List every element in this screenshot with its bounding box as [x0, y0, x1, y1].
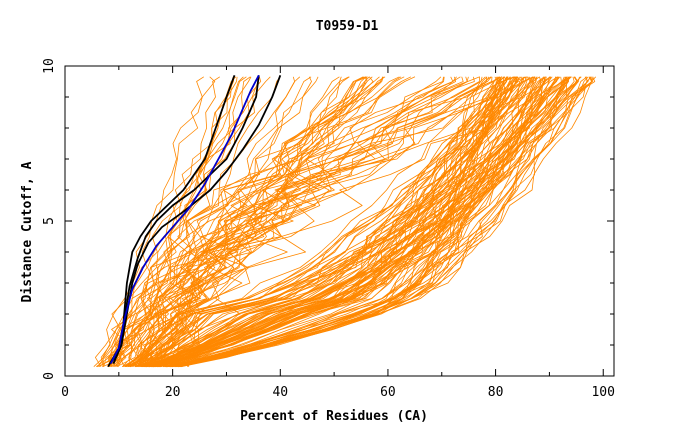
model-line: [148, 76, 591, 368]
model-line: [128, 76, 507, 368]
model-line: [129, 76, 534, 368]
model-line: [136, 76, 464, 368]
model-line: [141, 76, 312, 367]
model-line: [145, 76, 582, 368]
x-axis: 0 20 40 60 80 100: [61, 66, 615, 400]
model-line: [148, 76, 445, 367]
model-line: [172, 76, 592, 368]
model-line: [145, 76, 492, 367]
model-line: [145, 76, 519, 368]
model-line: [142, 76, 578, 368]
bulk-series-lines: [93, 76, 596, 368]
model-line: [165, 76, 517, 368]
model-line: [165, 76, 557, 368]
model-line: [180, 76, 528, 368]
model-line: [151, 76, 562, 368]
model-line: [128, 76, 454, 367]
model-line: [178, 76, 525, 368]
x-axis-label: Percent of Residues (CA): [240, 409, 428, 424]
x-tick-label: 20: [165, 385, 181, 400]
model-line: [125, 76, 492, 368]
model-line: [113, 76, 386, 367]
highlight-line-4: [110, 74, 260, 365]
model-line: [137, 76, 442, 367]
model-line: [127, 76, 565, 368]
model-line: [124, 76, 516, 368]
x-tick-label: 80: [488, 385, 504, 400]
model-line: [139, 76, 368, 367]
model-line: [136, 76, 505, 368]
chart-title: T0959-D1: [316, 19, 379, 34]
y-tick-label: 0: [42, 372, 57, 380]
x-tick-label: 0: [61, 385, 69, 400]
model-line: [143, 76, 512, 368]
model-line: [127, 76, 536, 368]
model-line: [112, 76, 252, 367]
model-line: [154, 76, 538, 368]
y-tick-label: 5: [42, 217, 57, 225]
y-axis-label: Distance Cutoff, A: [20, 161, 35, 302]
model-line: [154, 76, 553, 367]
highlight-series-lines: [107, 74, 282, 368]
model-line: [152, 76, 519, 368]
model-line: [139, 76, 534, 368]
x-tick-label: 100: [591, 385, 614, 400]
model-line: [143, 76, 515, 368]
model-line: [145, 76, 519, 368]
y-axis: 0 5 10: [42, 58, 614, 380]
model-line: [156, 76, 570, 368]
model-line: [158, 76, 578, 368]
model-line: [176, 76, 370, 367]
model-line: [155, 76, 578, 368]
model-line: [125, 76, 488, 368]
y-tick-label: 10: [42, 58, 57, 74]
model-line: [97, 76, 384, 368]
highlight-line-1: [112, 74, 236, 361]
model-line: [150, 76, 405, 367]
model-line: [175, 76, 500, 368]
model-line: [135, 76, 593, 368]
model-line: [153, 76, 551, 368]
x-tick-label: 40: [272, 385, 288, 400]
model-line: [165, 76, 547, 368]
model-line: [187, 76, 384, 367]
x-tick-label: 60: [380, 385, 396, 400]
model-line: [139, 76, 412, 367]
model-line: [162, 76, 593, 368]
model-line: [158, 76, 566, 368]
model-line: [160, 76, 580, 368]
model-line: [109, 76, 533, 367]
model-line: [164, 76, 493, 367]
model-line: [128, 76, 244, 367]
model-line: [147, 76, 520, 368]
model-line: [153, 76, 468, 367]
model-line: [125, 76, 522, 368]
model-line: [136, 76, 561, 367]
